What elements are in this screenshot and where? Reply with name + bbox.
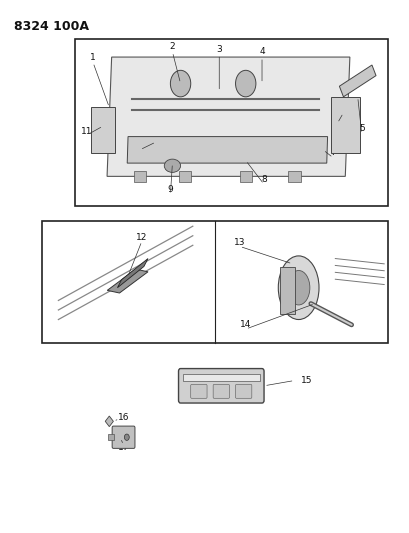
Bar [42,221,387,343]
Bar [74,38,387,206]
Circle shape [170,70,190,97]
Text: 8: 8 [261,174,266,183]
Circle shape [235,70,255,97]
Bar [288,171,300,182]
Polygon shape [330,97,359,152]
Text: 1: 1 [90,53,96,62]
Text: 6: 6 [334,114,339,123]
Ellipse shape [164,159,180,172]
Text: 13: 13 [233,238,245,247]
Ellipse shape [278,256,318,319]
FancyBboxPatch shape [235,384,251,398]
Polygon shape [339,65,375,97]
Polygon shape [105,416,113,426]
Bar [239,171,251,182]
Circle shape [124,434,129,440]
Text: 17: 17 [117,443,129,453]
FancyBboxPatch shape [178,368,263,403]
Polygon shape [280,266,294,314]
Polygon shape [107,269,148,293]
FancyBboxPatch shape [112,426,135,448]
FancyBboxPatch shape [190,384,207,398]
Bar [133,171,146,182]
Text: 10: 10 [134,140,145,149]
Text: 7: 7 [330,148,335,157]
Text: 5: 5 [358,124,364,133]
Polygon shape [107,57,349,176]
Text: 15: 15 [300,376,311,385]
Text: 4: 4 [258,47,264,56]
Bar [108,434,114,440]
Polygon shape [117,259,148,288]
FancyBboxPatch shape [213,384,229,398]
Text: 16: 16 [117,413,129,422]
Text: 9: 9 [167,185,173,194]
Ellipse shape [287,270,309,305]
Text: 14: 14 [239,320,251,329]
Text: 3: 3 [216,45,222,54]
Text: 12: 12 [136,233,147,242]
Polygon shape [91,108,115,152]
Bar [178,171,190,182]
Text: 2: 2 [169,42,175,51]
Text: 11: 11 [81,127,92,136]
Polygon shape [127,136,327,163]
Bar [182,374,259,381]
Text: 8324 100A: 8324 100A [13,20,88,33]
